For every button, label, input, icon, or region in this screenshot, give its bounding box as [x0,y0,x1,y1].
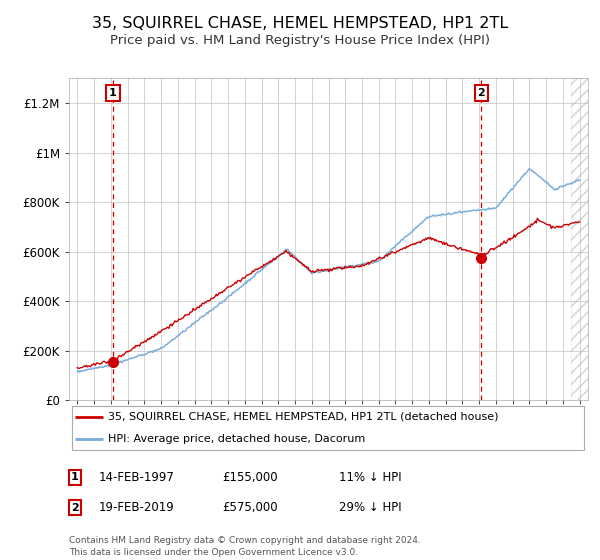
Bar [571,78,588,400]
Text: 35, SQUIRREL CHASE, HEMEL HEMPSTEAD, HP1 2TL: 35, SQUIRREL CHASE, HEMEL HEMPSTEAD, HP1… [92,16,508,31]
Text: £155,000: £155,000 [222,470,278,484]
Text: Contains HM Land Registry data © Crown copyright and database right 2024.
This d: Contains HM Land Registry data © Crown c… [69,536,421,557]
Text: 2: 2 [478,88,485,98]
Text: 35, SQUIRREL CHASE, HEMEL HEMPSTEAD, HP1 2TL (detached house): 35, SQUIRREL CHASE, HEMEL HEMPSTEAD, HP1… [108,412,499,422]
Text: £575,000: £575,000 [222,501,278,515]
Text: 29% ↓ HPI: 29% ↓ HPI [339,501,401,515]
Bar [571,78,588,400]
Bar [571,78,588,400]
Text: 14-FEB-1997: 14-FEB-1997 [99,470,175,484]
Text: HPI: Average price, detached house, Dacorum: HPI: Average price, detached house, Daco… [108,434,365,444]
Text: 19-FEB-2019: 19-FEB-2019 [99,501,175,515]
Text: 11% ↓ HPI: 11% ↓ HPI [339,470,401,484]
FancyBboxPatch shape [71,406,584,450]
Text: 2: 2 [71,503,79,513]
Text: 1: 1 [71,472,79,482]
Text: 1: 1 [109,88,117,98]
Text: Price paid vs. HM Land Registry's House Price Index (HPI): Price paid vs. HM Land Registry's House … [110,34,490,46]
